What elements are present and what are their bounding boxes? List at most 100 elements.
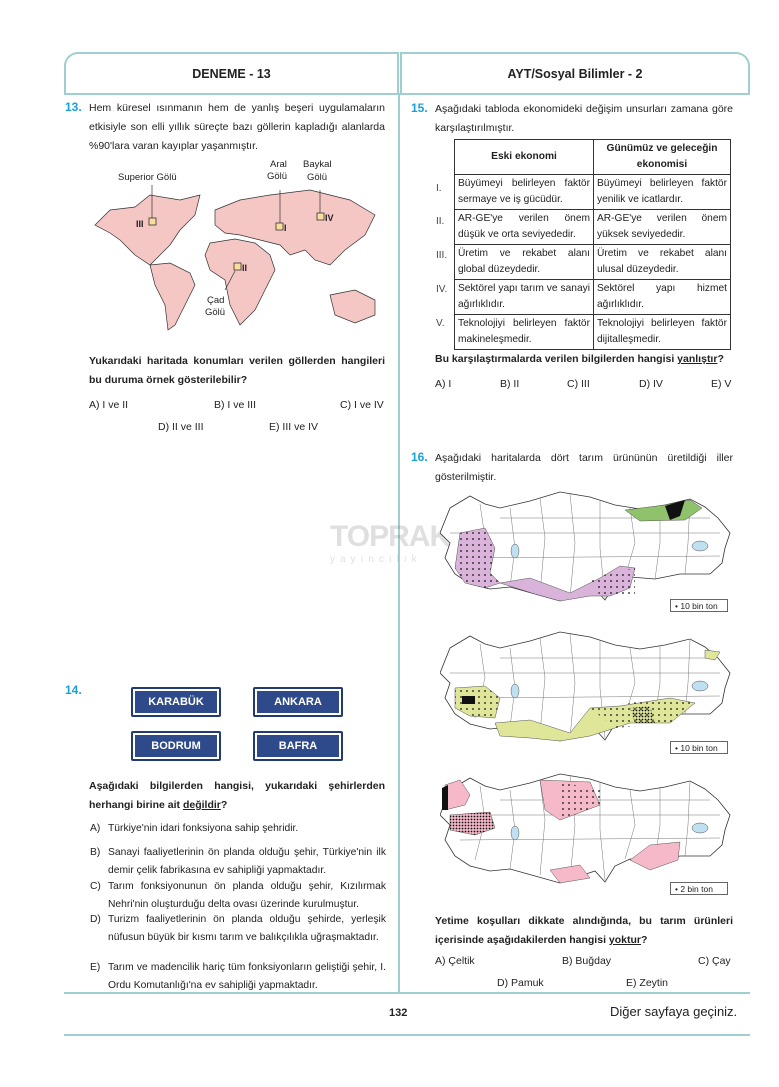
cell-new: AR-GE'ye verilen önem yüksek seviyededir… [593, 209, 731, 245]
question-15-stem: Aşağıdaki tabloda ekonomideki değişim un… [435, 103, 733, 134]
marker-label-iii: III [136, 219, 144, 229]
table-row: Sektörel yapı tarım ve sanayi ağırlıklıd… [454, 279, 731, 315]
city-box-bodrum: BODRUM [131, 731, 221, 761]
next-page-note: Diğer sayfaya geçiniz. [610, 1004, 738, 1019]
row-number: V. [436, 318, 445, 329]
turkey-map-1 [440, 491, 731, 602]
q13-option-c[interactable]: C) I ve IV [340, 399, 384, 411]
question-13-number: 13. [65, 100, 82, 114]
q16-option-c[interactable]: C) Çay [698, 955, 731, 967]
row-number: I. [436, 183, 442, 194]
q14-prompt-emphasis: değildir [182, 799, 221, 811]
cell-new: Teknolojiyi belirleyen faktör dijitalleş… [593, 314, 731, 350]
south-america [149, 262, 196, 331]
option-letter: B) [90, 847, 101, 858]
row-number: IV. [436, 284, 448, 295]
marker-iii [148, 217, 157, 226]
economy-comparison-table: Eski ekonomi Günümüz ve geleceğin ekonomi… [454, 139, 731, 350]
label-cad-2: Gölü [205, 307, 226, 318]
column-divider [398, 93, 400, 993]
q14-prompt-mark: ? [220, 799, 228, 811]
cell-new: Üretim ve rekabet alanı ulusal düzeydedi… [593, 244, 731, 280]
city-box-ankara: ANKARA [253, 687, 343, 717]
north-america [94, 194, 201, 266]
question-16-number: 16. [411, 450, 428, 464]
header-right: AYT/Sosyal Bilimler - 2 [400, 52, 750, 94]
cell-old: Sektörel yapı tarım ve sanayi ağırlıklıd… [454, 279, 594, 315]
turkey-map-2 [440, 631, 731, 742]
q14-prompt-text: Aşağıdaki bilgilerden hangisi, yukarıdak… [89, 780, 385, 811]
q13-option-a[interactable]: A) I ve II [89, 399, 129, 411]
q14-option-b[interactable]: B) Sanayi faaliyetlerinin ön planda olduğ… [90, 844, 386, 879]
row-number: II. [436, 216, 445, 227]
page-number: 132 [389, 1007, 408, 1019]
q15-prompt-emphasis: yanlıştır [677, 353, 718, 365]
footer-bottom-rule [64, 1034, 750, 1036]
marker-ii [233, 262, 242, 271]
q15-prompt-text: Bu karşılaştırmalarda verilen bilgilerde… [435, 353, 678, 365]
q16-prompt-text: Yetime koşulları dikkate alındığında, bu… [435, 915, 733, 946]
turkey-map-3 [440, 773, 731, 884]
option-text: Tarım fonksiyonunun ön planda olduğu şeh… [108, 881, 386, 910]
header-left: DENEME - 13 [64, 52, 399, 94]
q13-option-b[interactable]: B) I ve III [214, 399, 257, 411]
region-southeast [629, 841, 681, 871]
q16-option-d[interactable]: D) Pamuk [497, 977, 544, 989]
marker-i [275, 222, 284, 231]
question-13-stem: Hem küresel ısınmanın hem de yanlış beşe… [89, 102, 385, 152]
question-15-number: 15. [411, 101, 428, 115]
region-west-dots [455, 528, 500, 588]
option-letter: E) [90, 962, 101, 973]
option-letter: A) [90, 823, 101, 834]
table-row: Teknolojiyi belirleyen faktör makineleşm… [454, 314, 731, 350]
option-text: Tarım ve madencilik hariç tüm fonksiyonl… [108, 962, 386, 991]
q13-option-e[interactable]: E) III ve IV [269, 421, 319, 433]
city-box-bafra: BAFRA [253, 731, 343, 761]
q13-option-d[interactable]: D) II ve III [158, 421, 204, 433]
exam-title: DENEME - 13 [192, 67, 271, 81]
q14-option-c[interactable]: C) Tarım fonksiyonunun ön planda olduğu ş… [90, 878, 386, 913]
exam-subject: AYT/Sosyal Bilimler - 2 [507, 67, 643, 81]
table-row: Büyümeyi belirleyen faktör sermaye ve iş… [454, 174, 731, 210]
table-row: AR-GE'ye verilen önem düşük ve orta sevi… [454, 209, 731, 245]
option-text: Sanayi faaliyetlerinin ön planda olduğu … [108, 847, 386, 876]
marker-label-i: I [284, 223, 287, 233]
marker-label-ii: II [242, 263, 248, 273]
q16-option-a[interactable]: A) Çeltik [435, 955, 475, 967]
label-baykal: Baykal [303, 159, 332, 170]
q15-option-e[interactable]: E) V [711, 378, 732, 390]
q14-option-a[interactable]: A) Türkiye'nin idari fonksiyona sahip şeh… [90, 820, 386, 838]
label-superior: Superior Gölü [118, 172, 177, 183]
map-3-legend: • 2 bin ton [670, 882, 728, 895]
q15-prompt-mark: ? [717, 353, 724, 365]
map-2-legend: • 10 bin ton [670, 741, 728, 754]
cell-old: Büyümeyi belirleyen faktör sermaye ve iş… [454, 174, 594, 210]
option-text: Türkiye'nin idari fonksiyona sahip şehri… [108, 823, 299, 834]
world-map [94, 185, 376, 331]
question-14-number: 14. [65, 683, 82, 697]
q15-option-d[interactable]: D) IV [639, 378, 663, 390]
option-letter: C) [90, 881, 101, 892]
table-row: Üretim ve rekabet alanı global düzeydedi… [454, 244, 731, 280]
q14-option-d[interactable]: D) Turizm faaliyetlerinin ön planda olduğ… [90, 911, 386, 946]
cell-old: Üretim ve rekabet alanı global düzeydedi… [454, 244, 594, 280]
footer-rule [64, 992, 750, 994]
marker-label-iv: IV [325, 213, 334, 223]
cell-old: Teknolojiyi belirleyen faktör makineleşm… [454, 314, 594, 350]
africa [204, 238, 276, 326]
q15-option-a[interactable]: A) I [435, 378, 452, 390]
table-header-new: Günümüz ve geleceğin ekonomisi [593, 139, 731, 175]
q15-option-c[interactable]: C) III [567, 378, 590, 390]
watermark-logo: TOPRAK yayıncılık [330, 520, 451, 565]
q15-option-b[interactable]: B) II [500, 378, 520, 390]
option-text: Turizm faaliyetlerinin ön planda olduğu … [108, 914, 386, 943]
option-letter: D) [90, 914, 101, 925]
q16-option-e[interactable]: E) Zeytin [626, 977, 669, 989]
label-baykal-2: Gölü [307, 172, 328, 183]
lake-van [691, 540, 709, 552]
city-box-karabuk: KARABÜK [131, 687, 221, 717]
q14-option-e[interactable]: E) Tarım ve madencilik hariç tüm fonksiyo… [90, 959, 386, 994]
q16-option-b[interactable]: B) Buğday [562, 955, 612, 967]
region-blacksea-dark [665, 500, 685, 520]
label-aral-2: Gölü [267, 171, 288, 182]
